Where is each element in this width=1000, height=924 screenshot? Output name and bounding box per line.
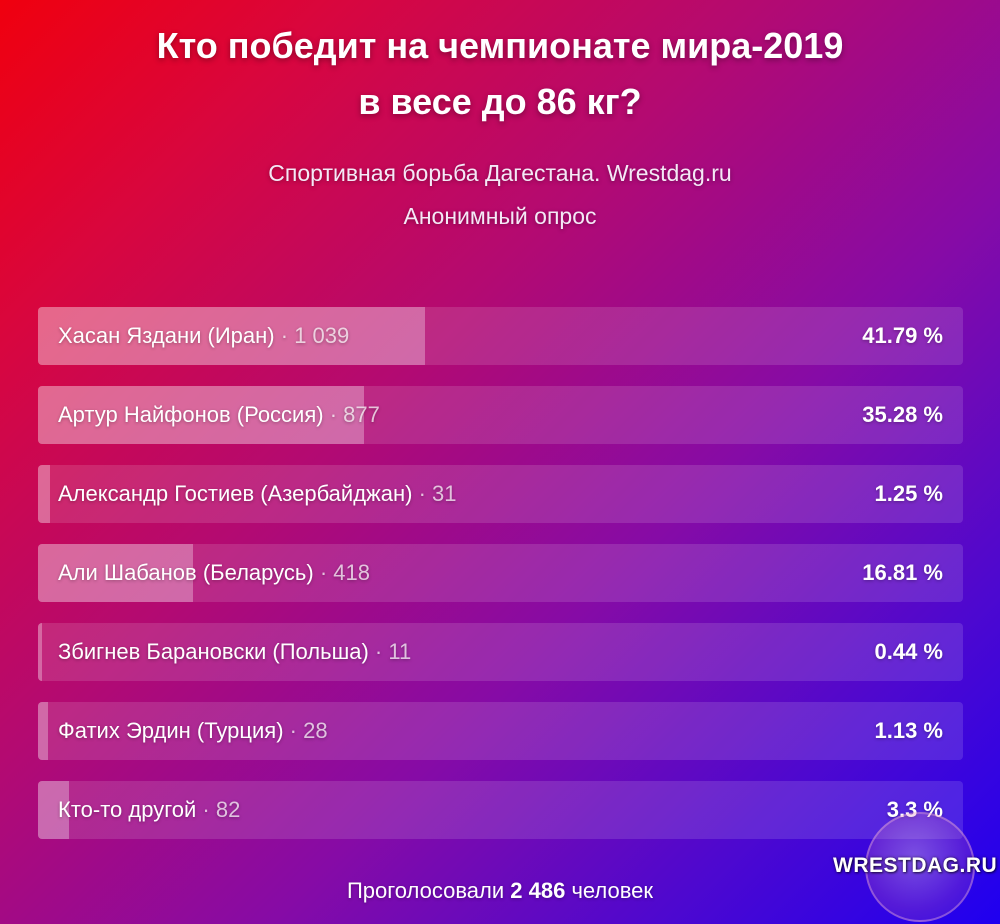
poll-option-vote-count: 11	[388, 639, 412, 664]
poll-option-percent: 35.28 %	[862, 402, 943, 427]
total-suffix: человек	[571, 878, 654, 903]
poll-option-percent: 16.81 %	[862, 560, 943, 585]
poll-option-vote-count: 418	[333, 560, 370, 585]
poll-option-label: Кто-то другой · 82	[58, 781, 240, 839]
poll-option-name: Збигнев Барановски (Польша)	[58, 639, 369, 664]
poll-option-result-bar	[38, 386, 365, 444]
wrestdag-watermark-logo: WRESTDAG.RU	[833, 812, 998, 922]
poll-option-separator: ·	[289, 718, 297, 743]
total-prefix: Проголосовали	[346, 878, 505, 903]
poll-option-name: Али Шабанов (Беларусь)	[58, 560, 314, 585]
poll-subtitle: Спортивная борьба Дагестана. Wrestdag.ru…	[0, 152, 1000, 238]
poll-option-name: Кто-то другой	[58, 797, 197, 822]
poll-option-label: Збигнев Барановски (Польша) · 11	[58, 623, 411, 681]
poll-option[interactable]: Александр Гостиев (Азербайджан) · 31 1.25…	[38, 465, 963, 523]
poll-source: Спортивная борьба Дагестана. Wrestdag.ru	[268, 160, 732, 186]
poll-total: Проголосовали 2 486 человек	[0, 873, 1000, 909]
poll-option-vote-count: 28	[303, 718, 328, 743]
poll-option-result-bar	[38, 307, 425, 365]
poll-option[interactable]: Хасан Яздани (Иран) · 1 039 41.79 %	[38, 307, 963, 365]
poll-option[interactable]: Али Шабанов (Беларусь) · 418 16.81 %	[38, 544, 963, 602]
poll-option-result-bar	[38, 781, 69, 839]
poll-option-percent: 1.13 %	[874, 718, 944, 743]
watermark-text: WRESTDAG.RU	[833, 854, 998, 877]
poll-option-result-bar	[38, 623, 43, 681]
poll-option-label: Артур Найфонов (Россия) · 877	[58, 386, 380, 444]
poll-option-separator: ·	[329, 402, 338, 427]
poll-option-label: Али Шабанов (Беларусь) · 418	[58, 544, 370, 602]
poll-option[interactable]: Збигнев Барановски (Польша) · 11 0.44 %	[38, 623, 963, 681]
poll-option-separator: ·	[374, 639, 383, 664]
poll-option-percent: 41.79 %	[862, 323, 943, 348]
poll-option-separator: ·	[319, 560, 328, 585]
poll-option[interactable]: Фатих Эрдин (Турция) · 28 1.13 %	[38, 702, 963, 760]
poll-option-vote-count: 1 039	[294, 323, 350, 348]
poll-title-line-2: в весе до 86 кг?	[358, 81, 642, 122]
poll-option[interactable]: Артур Найфонов (Россия) · 877 35.28 %	[38, 386, 963, 444]
poll-option-name: Александр Гостиев (Азербайджан)	[58, 481, 413, 506]
poll-option-vote-count: 877	[343, 402, 380, 427]
poll-title: Кто победит на чемпионате мира-2019 в ве…	[0, 18, 1000, 130]
poll-option-vote-count: 31	[432, 481, 457, 506]
total-count: 2 486	[510, 878, 566, 903]
watermark-emblem-icon	[865, 812, 975, 922]
poll-option-separator: ·	[280, 323, 289, 348]
poll-option-vote-count: 82	[215, 797, 241, 822]
poll-option-label: Хасан Яздани (Иран) · 1 039	[58, 307, 349, 365]
poll-option[interactable]: Кто-то другой · 82 3.3 %	[38, 781, 963, 839]
poll-option-label: Александр Гостиев (Азербайджан) · 31	[58, 465, 457, 523]
poll-option-label: Фатих Эрдин (Турция) · 28	[58, 702, 328, 760]
poll-option-separator: ·	[202, 797, 210, 822]
poll-option-result-bar	[38, 465, 50, 523]
poll-options: Хасан Яздани (Иран) · 1 039 41.79 % Артур …	[38, 307, 963, 860]
poll-option-name: Фатих Эрдин (Турция)	[58, 718, 284, 743]
poll-option-name: Артур Найфонов (Россия)	[58, 402, 324, 427]
poll-option-percent: 1.25 %	[874, 481, 944, 506]
poll-option-name: Хасан Яздани (Иран)	[58, 323, 275, 348]
poll-option-percent: 0.44 %	[874, 639, 944, 664]
poll-type: Анонимный опрос	[403, 203, 597, 229]
poll-option-result-bar	[38, 702, 49, 760]
poll-option-result-bar	[38, 544, 194, 602]
poll-option-separator: ·	[418, 481, 426, 506]
poll-title-line-1: Кто победит на чемпионате мира-2019	[156, 25, 844, 66]
